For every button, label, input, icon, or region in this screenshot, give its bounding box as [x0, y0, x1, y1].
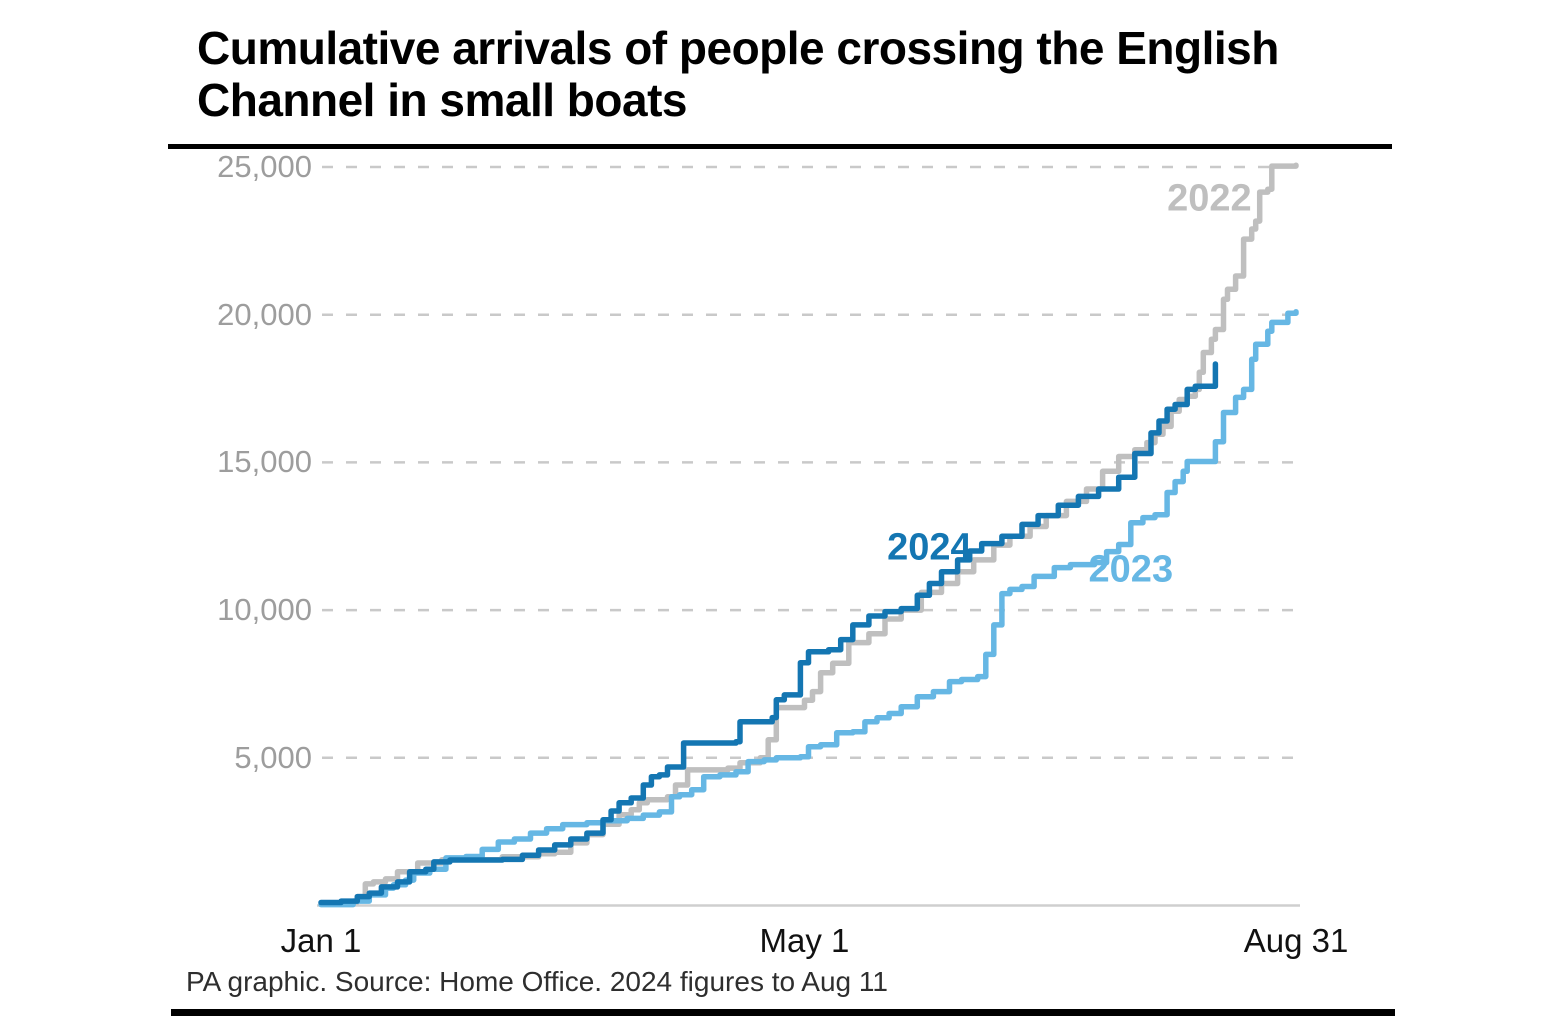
x-tick-label-may-1: May 1	[759, 922, 850, 959]
y-tick-label-25000: 25,000	[217, 149, 312, 184]
chart-title: Cumulative arrivals of people crossing t…	[197, 22, 1279, 127]
series-label-2023: 2023	[1088, 548, 1174, 591]
source-note: PA graphic. Source: Home Office. 2024 fi…	[186, 966, 888, 997]
y-tick-label-20000: 20,000	[217, 296, 312, 332]
series-line-2024	[318, 361, 1219, 906]
x-tick-label-aug-31: Aug 31	[1243, 922, 1349, 959]
series-line-2022	[318, 162, 1299, 907]
series-label-2024: 2024	[887, 526, 972, 569]
title-rule	[168, 144, 1392, 149]
y-tick-label-10000: 10,000	[217, 592, 312, 628]
x-tick-label-jan-1: Jan 1	[280, 922, 362, 959]
series-line-2023	[318, 308, 1299, 908]
footer-rule	[171, 1009, 1395, 1016]
series-label-2022: 2022	[1167, 177, 1252, 220]
y-tick-label-5000: 5,000	[234, 739, 312, 775]
y-tick-label-15000: 15,000	[217, 444, 312, 480]
